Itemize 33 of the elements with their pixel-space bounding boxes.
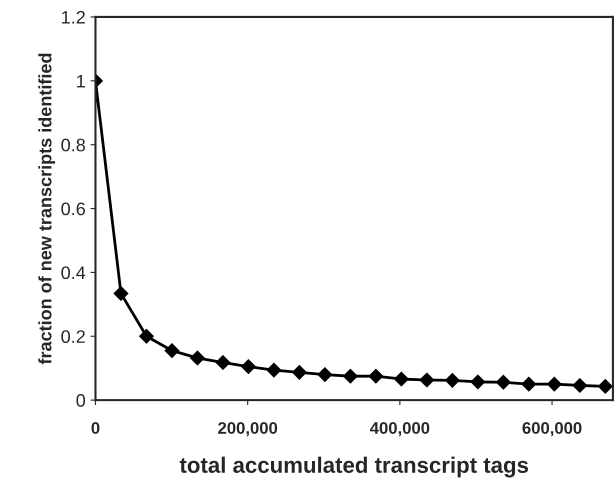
y-tick-label: 0 [76,394,86,407]
x-tick-label: 600,000 [522,422,582,436]
y-tick-label: 0.6 [61,202,85,216]
point [470,374,486,390]
x-tick-label: 0 [92,422,100,434]
point [343,368,358,384]
point [114,286,128,301]
point [216,355,230,370]
point [139,328,154,344]
y-tick-label: 0.2 [61,330,85,343]
y-tick-label: 1 [77,74,85,88]
point [444,372,460,388]
y-tick-label: 0.8 [61,138,85,152]
y-tick-label: 1.2 [62,10,85,24]
point [419,372,434,388]
x-tick-label: 200,000 [218,422,278,436]
point [521,376,536,392]
point [496,374,511,390]
point [190,350,205,366]
point [394,372,409,386]
point [241,359,256,374]
point [318,367,332,382]
x-tick-label: 400,000 [370,422,430,436]
point [572,378,588,393]
point [266,362,282,378]
y-tick-label: 0.4 [61,266,86,280]
x-axis-title: total accumulated transcript tags [180,456,528,478]
point [292,364,307,380]
point [164,343,180,358]
y-axis-title: fraction of new transcripts identified [38,54,56,364]
point [368,368,384,384]
point [598,379,613,394]
point [546,376,562,392]
